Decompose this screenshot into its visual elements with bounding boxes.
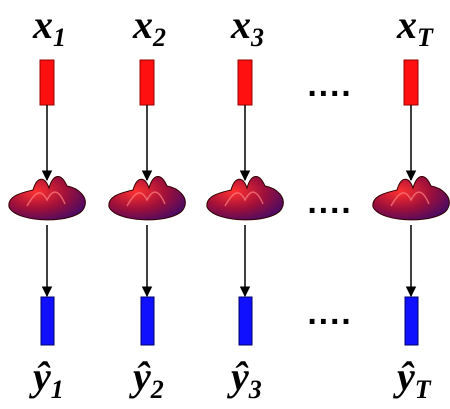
- hidden-highlight: [224, 191, 264, 207]
- output-node: [404, 296, 419, 346]
- output-symbol: ŷ: [393, 354, 415, 399]
- hidden-state: [372, 176, 450, 221]
- hidden-highlight: [26, 191, 66, 207]
- input-subscript: 3: [250, 23, 264, 52]
- output-label: ŷT: [393, 354, 432, 404]
- output-node: [40, 296, 55, 346]
- input-node: [403, 59, 419, 106]
- input-subscript: T: [417, 23, 434, 52]
- input-label: xT: [396, 2, 434, 52]
- ellipsis: ····: [307, 192, 352, 230]
- output-subscript: 1: [51, 375, 64, 404]
- input-label: x3: [230, 2, 264, 52]
- input-symbol: x: [32, 2, 53, 47]
- output-subscript: T: [415, 375, 432, 404]
- output-symbol: ŷ: [227, 354, 249, 399]
- hidden-state: [8, 176, 86, 221]
- output-subscript: 3: [248, 375, 262, 404]
- output-label: ŷ2: [129, 354, 164, 404]
- output-label: ŷ3: [227, 354, 262, 404]
- input-symbol: x: [132, 2, 153, 47]
- input-node: [39, 59, 55, 106]
- output-symbol: ŷ: [29, 354, 51, 399]
- output-subscript: 2: [150, 375, 164, 404]
- ellipsis: ····: [307, 303, 352, 341]
- input-subscript: 1: [53, 23, 66, 52]
- input-symbol: x: [230, 2, 251, 47]
- hidden-highlight: [390, 191, 430, 207]
- input-subscript: 2: [152, 23, 166, 52]
- output-label: ŷ1: [29, 354, 64, 404]
- hidden-state: [206, 176, 284, 221]
- output-node: [238, 296, 253, 346]
- hidden-highlight: [126, 191, 166, 207]
- input-node: [139, 59, 155, 106]
- input-label: x2: [132, 2, 166, 52]
- output-symbol: ŷ: [129, 354, 151, 399]
- ellipsis: ····: [307, 75, 352, 113]
- input-label: x1: [32, 2, 66, 52]
- input-symbol: x: [396, 2, 417, 47]
- output-node: [140, 296, 155, 346]
- input-node: [237, 59, 253, 106]
- hidden-state: [108, 176, 186, 221]
